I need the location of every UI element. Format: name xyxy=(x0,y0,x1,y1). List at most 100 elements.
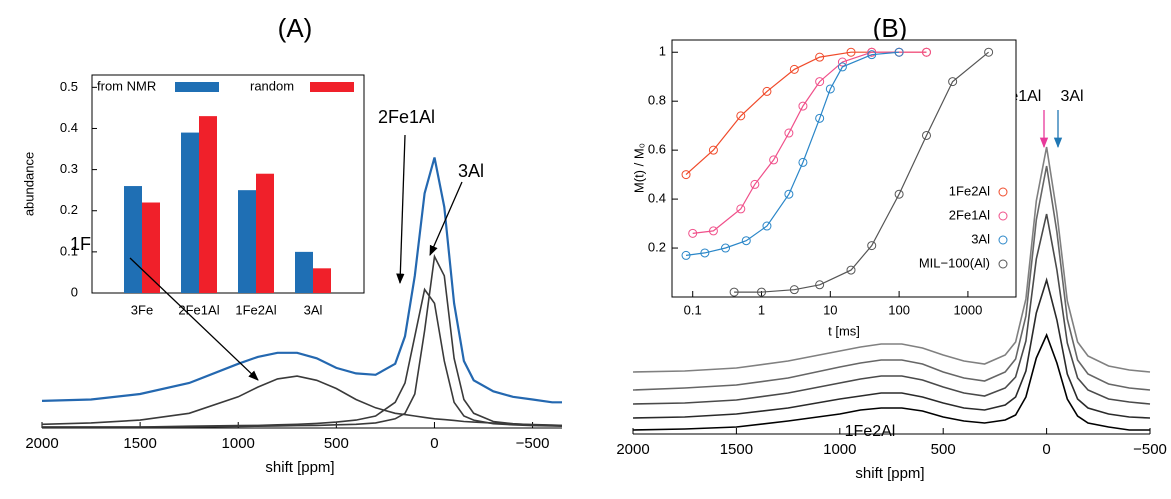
data-point xyxy=(688,228,698,238)
y-tick-label: 0.2 xyxy=(60,202,78,217)
x-tick-label: 1500 xyxy=(123,435,156,452)
x-tick-label: 0 xyxy=(430,435,438,452)
data-point xyxy=(700,248,710,258)
data-point xyxy=(784,128,794,138)
annotation: 3Al xyxy=(458,161,484,181)
x-tick-label: 2000 xyxy=(616,441,649,458)
bar xyxy=(256,173,274,293)
x-tick-label: 0.1 xyxy=(684,302,702,317)
legend-label: random xyxy=(250,78,294,93)
arrows xyxy=(129,110,1063,381)
data-point xyxy=(846,47,856,57)
x-tick-label: 1000 xyxy=(823,441,856,458)
fit-line xyxy=(734,51,989,293)
data-point xyxy=(984,47,994,57)
x-tick-label: 1500 xyxy=(720,441,753,458)
legend-swatch xyxy=(310,82,354,92)
data-point xyxy=(921,47,931,57)
bar xyxy=(238,190,256,293)
data-point xyxy=(846,265,856,275)
data-point xyxy=(762,86,772,96)
arrow xyxy=(429,181,463,256)
x-tick-label: 10 xyxy=(823,302,837,317)
legend-label: 1Fe2Al xyxy=(949,183,990,198)
legend-label: MIL−100(Al) xyxy=(919,255,990,270)
spectrum xyxy=(41,157,562,404)
data-point xyxy=(681,250,691,260)
x-axis-label: shift [ppm] xyxy=(855,465,924,482)
x-tick-label: 3Fe xyxy=(131,302,153,317)
x-tick-label: 500 xyxy=(324,435,349,452)
arrow xyxy=(396,134,406,285)
y-tick-label: 0.6 xyxy=(648,142,666,157)
spectrum xyxy=(632,332,1150,431)
spectrum xyxy=(42,253,563,428)
bar xyxy=(124,186,142,293)
spectrum xyxy=(632,165,1151,391)
x-tick-label: 1000 xyxy=(953,302,982,317)
y-tick-label: 0.5 xyxy=(60,79,78,94)
fit-line xyxy=(692,51,927,234)
x-tick-label: 500 xyxy=(931,441,956,458)
x-tick-label: 100 xyxy=(888,302,910,317)
y-axis-label: abundance xyxy=(21,152,36,216)
data-point xyxy=(789,64,799,74)
y-tick-label: 0.1 xyxy=(60,243,78,258)
bar xyxy=(181,132,199,293)
y-tick-label: 1 xyxy=(659,44,666,59)
y-tick-label: 0 xyxy=(71,284,78,299)
legend-marker xyxy=(998,235,1008,245)
legend-label: from NMR xyxy=(97,78,156,93)
data-point xyxy=(948,77,958,87)
data-point xyxy=(921,130,931,140)
annotation: 1Fe2Al xyxy=(845,423,896,440)
x-axis-label: shift [ppm] xyxy=(265,459,334,476)
data-point xyxy=(815,77,825,87)
data-point xyxy=(729,287,739,297)
y-tick-label: 0.4 xyxy=(60,120,78,135)
x-tick-label: −500 xyxy=(1133,441,1167,458)
data-point xyxy=(681,170,691,180)
x-tick-label: −500 xyxy=(516,435,550,452)
x-tick-label: 0 xyxy=(1042,441,1050,458)
data-point xyxy=(708,145,718,155)
bar xyxy=(295,251,313,293)
panel-title: (B) xyxy=(873,13,908,43)
legend-marker xyxy=(998,259,1008,269)
legend-marker xyxy=(998,211,1008,221)
data-point xyxy=(736,204,746,214)
data-point xyxy=(815,113,825,123)
y-tick-label: 0.3 xyxy=(60,161,78,176)
data-point xyxy=(757,287,767,297)
data-point xyxy=(789,285,799,295)
bar xyxy=(313,268,331,293)
inset-frame xyxy=(671,39,1017,298)
bar xyxy=(199,116,217,293)
data-point xyxy=(837,62,847,72)
data-point xyxy=(894,189,904,199)
spectrum xyxy=(632,277,1151,419)
spectrum xyxy=(632,146,1151,373)
y-tick-label: 0.4 xyxy=(648,191,666,206)
y-tick-label: 0.2 xyxy=(648,239,666,254)
data-point xyxy=(798,101,808,111)
data-point xyxy=(750,179,760,189)
x-tick-label: 2000 xyxy=(25,435,58,452)
spectrum xyxy=(632,213,1151,405)
bar xyxy=(142,202,160,293)
data-point xyxy=(867,47,877,57)
spectrum xyxy=(42,287,563,428)
y-tick-label: 0.8 xyxy=(648,93,666,108)
annotation: 3Al xyxy=(1060,88,1083,105)
data-point xyxy=(784,189,794,199)
x-tick-label: 1 xyxy=(758,302,765,317)
legend-swatch xyxy=(175,82,219,92)
legend-label: 3Al xyxy=(971,231,990,246)
data-point xyxy=(721,243,731,253)
data-point xyxy=(769,155,779,165)
arrow xyxy=(129,257,259,381)
data-point xyxy=(867,241,877,251)
panel-title: (A) xyxy=(278,13,313,43)
x-axis-label: t [ms] xyxy=(828,323,860,338)
data-point xyxy=(825,84,835,94)
